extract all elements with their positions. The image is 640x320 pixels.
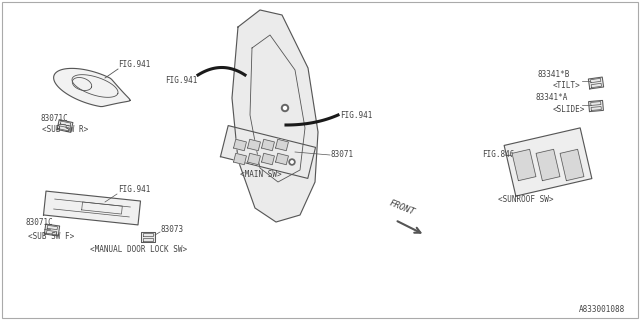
Polygon shape	[248, 139, 260, 151]
Polygon shape	[141, 232, 155, 242]
Text: A833001088: A833001088	[579, 305, 625, 314]
Text: FIG.941: FIG.941	[165, 76, 197, 85]
Text: FIG.941: FIG.941	[118, 60, 150, 69]
Text: 83071C: 83071C	[25, 218, 52, 227]
Text: FIG.941: FIG.941	[118, 185, 150, 194]
Text: 83071C: 83071C	[40, 114, 68, 123]
Polygon shape	[504, 128, 592, 196]
Circle shape	[282, 105, 289, 111]
Text: 83341*B: 83341*B	[538, 70, 570, 79]
Text: <SUB SW F>: <SUB SW F>	[28, 232, 74, 241]
Text: <MANUAL DOOR LOCK SW>: <MANUAL DOOR LOCK SW>	[90, 245, 187, 254]
Text: <MAIN SW>: <MAIN SW>	[240, 170, 282, 179]
Polygon shape	[560, 149, 584, 181]
Circle shape	[284, 107, 287, 109]
Text: FRONT: FRONT	[388, 199, 416, 217]
Text: FIG.941: FIG.941	[340, 111, 372, 120]
Polygon shape	[220, 125, 316, 179]
Polygon shape	[276, 153, 289, 165]
Polygon shape	[57, 120, 73, 132]
Polygon shape	[234, 153, 246, 165]
Text: <TILT>: <TILT>	[553, 81, 580, 90]
Polygon shape	[262, 153, 275, 165]
Polygon shape	[589, 100, 604, 112]
Polygon shape	[588, 77, 604, 89]
Polygon shape	[232, 10, 318, 222]
Text: <SUB SW R>: <SUB SW R>	[42, 125, 88, 134]
Circle shape	[291, 161, 293, 163]
Text: FIG.846: FIG.846	[482, 150, 515, 159]
Text: 83341*A: 83341*A	[536, 93, 568, 102]
Polygon shape	[234, 139, 246, 151]
Text: <SLIDE>: <SLIDE>	[553, 105, 586, 114]
Polygon shape	[276, 139, 289, 151]
Polygon shape	[44, 224, 60, 236]
Polygon shape	[262, 139, 275, 151]
Polygon shape	[512, 149, 536, 181]
Polygon shape	[54, 68, 130, 107]
Polygon shape	[536, 149, 560, 181]
Polygon shape	[44, 191, 141, 225]
Text: 83073: 83073	[160, 225, 183, 234]
Polygon shape	[248, 153, 260, 165]
Circle shape	[289, 159, 295, 165]
Text: 83071: 83071	[330, 150, 353, 159]
Text: <SUNROOF SW>: <SUNROOF SW>	[498, 195, 554, 204]
